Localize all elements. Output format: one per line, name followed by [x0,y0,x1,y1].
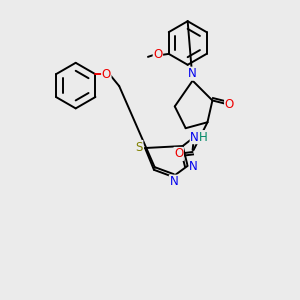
Text: O: O [102,68,111,81]
Text: O: O [153,48,163,62]
Text: N: N [190,130,199,144]
Text: H: H [199,130,208,144]
Text: N: N [189,160,198,173]
Text: N: N [169,175,178,188]
Text: O: O [225,98,234,111]
Text: O: O [174,148,183,160]
Text: N: N [188,67,197,80]
Text: S: S [135,140,143,154]
